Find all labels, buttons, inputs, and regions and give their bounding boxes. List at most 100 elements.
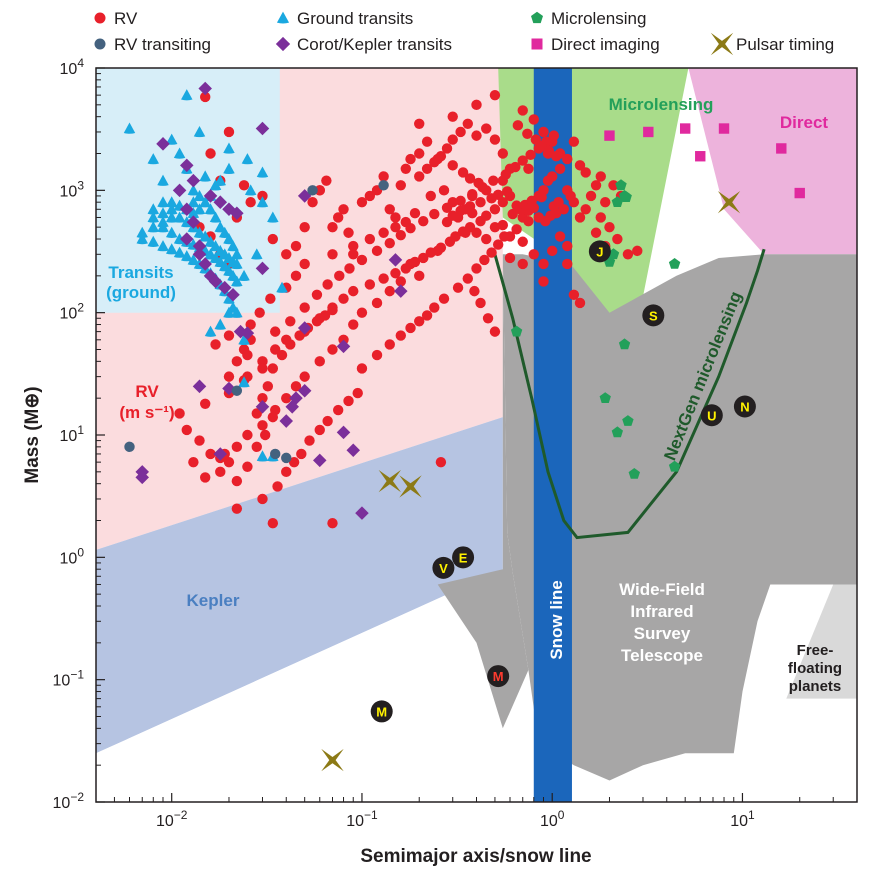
solar-system-planet: V [432, 556, 455, 579]
data-point [135, 470, 149, 485]
data-point [297, 383, 312, 398]
data-point [187, 253, 200, 266]
legend-label: RV [114, 9, 138, 28]
data-point [321, 175, 332, 186]
data-point [455, 205, 466, 217]
data-point [438, 185, 450, 196]
data-point [270, 326, 281, 337]
data-point [259, 429, 271, 441]
data-point [147, 153, 159, 165]
data-point [319, 310, 331, 321]
data-point [192, 379, 207, 394]
data-point [136, 233, 148, 245]
data-point [186, 215, 201, 229]
data-point [193, 226, 206, 238]
data-point [497, 148, 509, 159]
data-point [231, 306, 243, 318]
data-point [198, 81, 212, 96]
data-point [590, 227, 602, 238]
data-point [356, 254, 368, 266]
data-point [384, 237, 395, 249]
data-point [180, 232, 194, 246]
data-point [199, 196, 211, 208]
data-point [290, 381, 302, 392]
data-point [257, 420, 268, 431]
data-point [193, 189, 206, 202]
data-point [223, 292, 235, 304]
data-point [447, 111, 458, 122]
data-point [299, 371, 310, 382]
data-point [157, 174, 169, 186]
data-point [400, 163, 412, 174]
data-point [256, 450, 269, 462]
data-point [441, 143, 453, 154]
data-point [334, 270, 345, 282]
data-point [409, 208, 421, 219]
data-point [547, 171, 558, 182]
data-point [394, 284, 408, 298]
planet-label: U [707, 408, 716, 423]
direct-region [688, 68, 857, 255]
legend-marker [710, 32, 734, 56]
data-point [364, 190, 376, 202]
data-point [194, 435, 205, 446]
data-point [314, 185, 325, 196]
data-point [536, 191, 547, 203]
data-point [147, 235, 159, 247]
data-point [297, 321, 312, 335]
axis-ticks: 10−2 10−1 100 101 10−2 10−1 100 101 102 103 104 [53, 56, 858, 830]
data-point [254, 307, 265, 318]
legend-item: Microlensing [531, 9, 646, 28]
data-point [528, 249, 539, 260]
planet-disc [452, 546, 475, 569]
data-point [543, 145, 555, 157]
data-point [425, 190, 436, 202]
legend-marker [531, 11, 543, 24]
data-point [435, 242, 447, 253]
data-point [611, 426, 623, 438]
data-point [618, 338, 631, 350]
data-point [227, 240, 239, 252]
data-point [425, 247, 436, 258]
data-point [538, 258, 549, 270]
x-tick-label: 100 [540, 808, 565, 830]
data-point [344, 263, 355, 274]
planet-disc [588, 240, 611, 263]
data-point [471, 263, 482, 274]
data-point [209, 179, 222, 191]
data-point [272, 481, 283, 492]
data-point [255, 400, 270, 414]
data-point [205, 148, 216, 159]
data-point [172, 183, 187, 198]
data-point [356, 363, 368, 374]
data-point [257, 363, 268, 374]
data-point [500, 169, 511, 180]
data-point [343, 227, 354, 238]
data-point [429, 302, 440, 313]
data-point [219, 226, 231, 238]
data-point [165, 196, 178, 208]
data-point [336, 425, 351, 440]
data-point [210, 339, 221, 350]
legend: RV RV transiting Ground transits Corot/Kepl… [94, 9, 834, 56]
data-point [486, 247, 497, 258]
free-floating-region [786, 584, 857, 699]
data-point [348, 249, 359, 260]
legend-item: Corot/Kepler transits [275, 35, 452, 54]
data-point [462, 118, 473, 129]
y-axis-title: Mass (M⊕) [22, 386, 43, 483]
data-point [307, 185, 318, 196]
data-point [231, 275, 243, 287]
data-point [255, 261, 270, 276]
data-point [223, 330, 235, 341]
data-point [580, 204, 591, 215]
data-point [395, 276, 406, 287]
data-point [384, 204, 395, 215]
kepler-region [96, 417, 503, 754]
data-point [314, 424, 325, 436]
data-point [312, 453, 327, 468]
label-free-floating-line: floating [788, 660, 842, 677]
data-point [628, 468, 640, 479]
data-point [245, 196, 256, 208]
data-point [455, 195, 466, 207]
